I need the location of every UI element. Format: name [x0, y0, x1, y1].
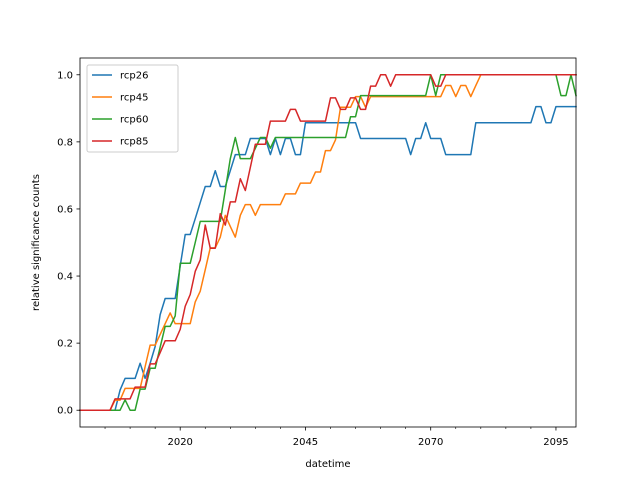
- plot-frame: [79, 57, 577, 428]
- legend-label-rcp60: rcp60: [120, 115, 148, 126]
- legend-box: [86, 64, 179, 153]
- legend: rcp26 rcp45 rcp60 rcp85: [86, 64, 179, 153]
- x-tick-label: 2020: [167, 437, 192, 448]
- x-axis-ticks: 2020 2045 2070 2095: [104, 427, 569, 448]
- x-tick-label: 2045: [293, 437, 318, 448]
- legend-label-rcp26: rcp26: [120, 71, 148, 82]
- y-tick-label: 0.6: [57, 204, 73, 215]
- x-axis-label: datetime: [305, 459, 350, 470]
- y-axis-label: relative significance counts: [31, 174, 42, 311]
- y-tick-label: 1.0: [57, 70, 73, 81]
- y-tick-label: 0.8: [57, 137, 73, 148]
- x-tick-label: 2095: [543, 437, 568, 448]
- y-axis-ticks: 0.0 0.2 0.4 0.6 0.8 1.0: [57, 70, 80, 417]
- series-line-rcp85: [79, 74, 577, 411]
- series-line-rcp26: [79, 105, 577, 411]
- series-line-rcp60: [79, 74, 577, 411]
- legend-label-rcp85: rcp85: [120, 137, 148, 148]
- legend-label-rcp45: rcp45: [120, 93, 148, 104]
- x-tick-label: 2070: [418, 437, 443, 448]
- series-layer: [79, 74, 577, 411]
- y-tick-label: 0.4: [57, 272, 73, 283]
- y-tick-label: 0.2: [57, 339, 73, 350]
- series-line-rcp45: [79, 74, 577, 411]
- y-tick-label: 0.0: [57, 406, 73, 417]
- legend-items: rcp26 rcp45 rcp60 rcp85: [92, 71, 148, 148]
